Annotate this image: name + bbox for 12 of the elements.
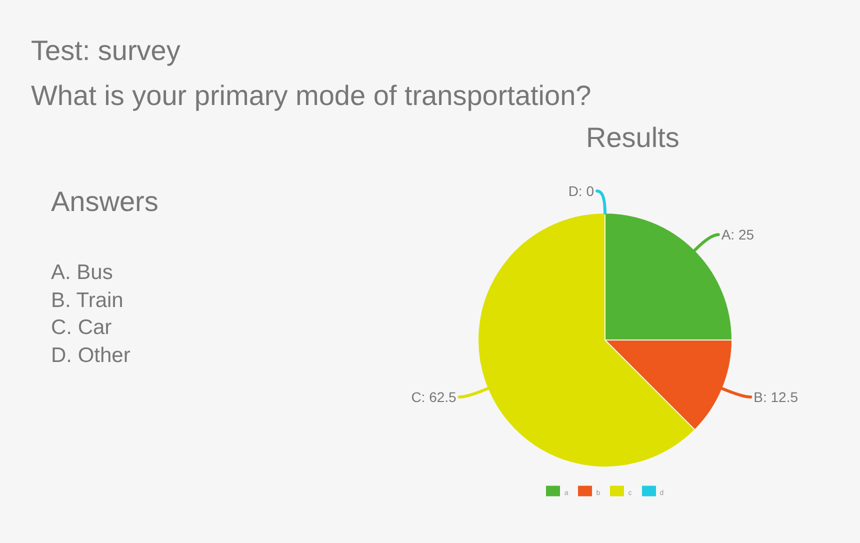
text: Test: survey xyxy=(31,35,180,67)
text: A. Bus xyxy=(51,261,113,285)
data-label: A: 25 xyxy=(721,226,754,243)
data-label: C: 62.5 xyxy=(411,389,457,406)
text: B. Train xyxy=(51,288,124,312)
text: Results xyxy=(586,122,680,154)
text: D: 0 xyxy=(568,183,594,199)
text: C. Car xyxy=(51,316,112,340)
chart-subtitle: What is your primary mode of transportation? xyxy=(31,80,592,112)
text: Answers xyxy=(51,186,158,218)
text: D. Other xyxy=(51,344,130,368)
data-label: B: 12.5 xyxy=(754,389,798,406)
